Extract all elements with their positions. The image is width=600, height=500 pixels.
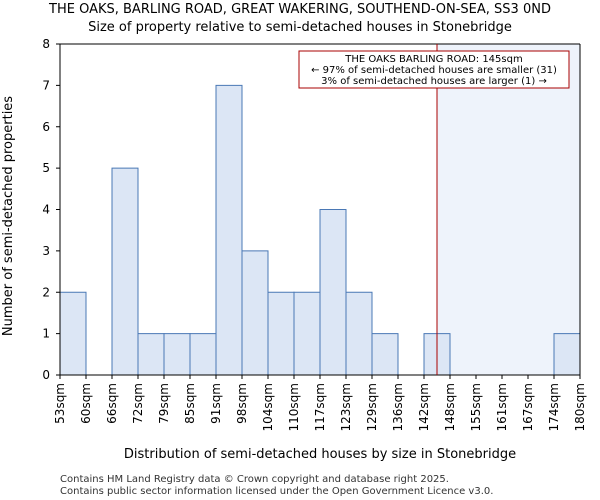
y-tick-label: 5 xyxy=(42,161,50,175)
x-tick-label: 123sqm xyxy=(339,383,353,431)
x-tick-label: 104sqm xyxy=(261,383,275,431)
histogram-bar xyxy=(111,167,139,376)
x-tick-label: 66sqm xyxy=(105,383,119,424)
annotation-line-1: THE OAKS BARLING ROAD: 145sqm xyxy=(344,54,522,65)
chart-subtitle: Size of property relative to semi-detach… xyxy=(88,20,512,35)
x-tick-label: 117sqm xyxy=(313,383,327,431)
annotation-line-2: ← 97% of semi-detached houses are smalle… xyxy=(311,65,557,76)
histogram-bar xyxy=(553,333,581,376)
y-tick-label: 0 xyxy=(42,368,50,382)
x-tick-label: 155sqm xyxy=(469,383,483,431)
histogram-bar xyxy=(137,333,165,376)
y-tick-label: 3 xyxy=(42,244,50,258)
histogram-bar xyxy=(189,333,217,376)
x-tick-label: 142sqm xyxy=(417,383,431,431)
y-tick-label: 4 xyxy=(42,203,50,217)
histogram-bar xyxy=(241,250,269,376)
histogram-bar xyxy=(215,84,243,376)
y-tick-label: 6 xyxy=(42,120,50,134)
y-tick-label: 7 xyxy=(42,78,50,92)
histogram-bar xyxy=(319,209,347,376)
histogram-bar xyxy=(345,291,373,376)
x-tick-label: 98sqm xyxy=(235,383,249,424)
x-axis-label: Distribution of semi-detached houses by … xyxy=(124,447,516,462)
footer-line-2: Contains public sector information licen… xyxy=(60,486,493,497)
histogram-bar xyxy=(59,291,87,376)
y-axis-label: Number of semi-detached properties xyxy=(1,96,16,336)
x-tick-label: 72sqm xyxy=(131,383,145,424)
histogram-bar xyxy=(371,333,399,376)
x-tick-label: 60sqm xyxy=(79,383,93,424)
histogram-bar xyxy=(163,333,191,376)
annotation-box xyxy=(298,50,570,89)
x-tick-label: 180sqm xyxy=(573,383,587,431)
x-tick-label: 110sqm xyxy=(287,383,301,431)
x-tick-label: 85sqm xyxy=(183,383,197,424)
x-tick-label: 148sqm xyxy=(443,383,457,431)
x-tick-label: 129sqm xyxy=(365,383,379,431)
histogram-bar xyxy=(267,291,295,376)
x-tick-label: 53sqm xyxy=(53,383,67,424)
x-tick-label: 161sqm xyxy=(495,383,509,431)
larger-property-region xyxy=(437,44,580,375)
x-tick-label: 91sqm xyxy=(209,383,223,424)
histogram-bar xyxy=(293,291,321,376)
footer-line-1: Contains HM Land Registry data © Crown c… xyxy=(60,474,449,485)
y-tick-label: 2 xyxy=(42,285,50,299)
annotation-line-3: 3% of semi-detached houses are larger (1… xyxy=(321,76,547,87)
y-tick-label: 1 xyxy=(42,327,50,341)
y-tick-label: 8 xyxy=(42,37,50,51)
x-tick-label: 136sqm xyxy=(391,383,405,431)
x-tick-label: 79sqm xyxy=(157,383,171,424)
x-tick-label: 174sqm xyxy=(547,383,561,431)
chart-title: THE OAKS, BARLING ROAD, GREAT WAKERING, … xyxy=(48,2,551,17)
x-tick-label: 167sqm xyxy=(521,383,535,431)
